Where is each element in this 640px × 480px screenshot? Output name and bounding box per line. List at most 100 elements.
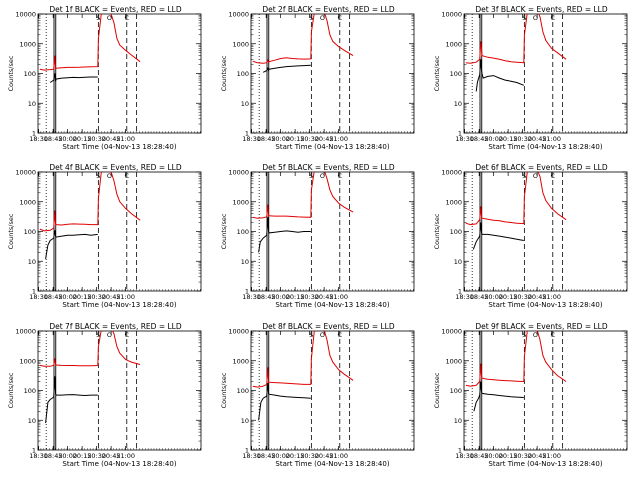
x-tick-label: 21:00 <box>116 452 135 460</box>
x-tick-label: 20:15 <box>499 452 518 460</box>
y-axis-label: Counts/sec <box>433 372 441 408</box>
x-tick-label: 20:00 <box>271 135 290 143</box>
x-tick-label: 20:30 <box>300 452 319 460</box>
detector-panel: Det 4f BLACK = Events, RED = LLD 1 10 100 10… <box>7 163 202 309</box>
y-axis-label: Counts/sec <box>220 372 228 408</box>
x-tick-label: 20:00 <box>58 293 77 301</box>
x-tick-label: 20:45 <box>528 452 547 460</box>
panel-title: Det 5f BLACK = Events, RED = LLD <box>262 163 395 172</box>
x-tick-label: 18:30 <box>455 452 474 460</box>
x-axis-label: Start Time (04-Nov-13 18:28:40) <box>488 301 602 309</box>
lld-series-line <box>252 172 354 219</box>
x-tick-label: 20:30 <box>87 135 106 143</box>
lld-series-line <box>252 331 354 388</box>
plot-frame <box>463 171 628 292</box>
x-tick-label: 20:15 <box>499 135 518 143</box>
detector-panel: Det 3f BLACK = Events, RED = LLD 1 10 100 10… <box>433 5 628 151</box>
x-tick-label: 18:30 <box>29 293 48 301</box>
x-tick-label: 20:15 <box>286 135 305 143</box>
y-tick-label: 10 <box>241 258 249 266</box>
y-tick-label: 10000 <box>441 11 462 19</box>
y-tick-label: 1 <box>32 447 36 455</box>
x-tick-label: 20:45 <box>315 293 334 301</box>
y-axis-label: Counts/sec <box>220 213 228 249</box>
y-tick-label: 1000 <box>19 357 36 365</box>
plot-frame <box>37 13 202 134</box>
marker-label: S <box>522 14 526 22</box>
marker-label: O <box>533 172 538 180</box>
y-tick-label: 100 <box>450 387 462 395</box>
x-tick-label: 20:00 <box>484 135 503 143</box>
plot-frame <box>463 13 628 134</box>
x-tick-label: 20:15 <box>73 293 92 301</box>
y-tick-label: 1 <box>32 130 36 138</box>
marker-label: S <box>96 172 100 180</box>
x-tick-label: 21:00 <box>116 135 135 143</box>
panel-title: Det 6f BLACK = Events, RED = LLD <box>475 163 608 172</box>
lld-series-line <box>465 331 567 387</box>
x-tick-label: 18:30 <box>29 135 48 143</box>
x-tick-label: 20:30 <box>87 452 106 460</box>
marker-label: O <box>320 14 325 22</box>
y-tick-label: 10000 <box>228 169 249 177</box>
events-series-line <box>45 376 98 424</box>
y-tick-label: 1 <box>458 288 462 296</box>
lld-series-line <box>465 172 567 226</box>
x-tick-label: 20:30 <box>300 135 319 143</box>
x-tick-label: 21:00 <box>329 452 348 460</box>
x-axis-label: Start Time (04-Nov-13 18:28:40) <box>275 460 389 468</box>
x-tick-label: 20:30 <box>300 293 319 301</box>
y-tick-label: 10000 <box>15 328 36 336</box>
y-tick-label: 10000 <box>228 328 249 336</box>
events-series-line <box>475 59 524 92</box>
detector-panel: Det 2f BLACK = Events, RED = LLD 1 10 100 10… <box>220 5 415 151</box>
lld-series-line <box>39 331 141 367</box>
panel-title: Det 2f BLACK = Events, RED = LLD <box>262 5 395 14</box>
x-tick-label: 20:45 <box>102 135 121 143</box>
marker-label: C <box>551 331 556 339</box>
marker-label: S <box>309 14 313 22</box>
detector-panel: Det 9f BLACK = Events, RED = LLD 1 10 100 10… <box>433 322 628 468</box>
events-series-line <box>262 64 311 73</box>
marker-label: C <box>338 14 343 22</box>
x-tick-label: 20:00 <box>58 452 77 460</box>
x-tick-label: 20:45 <box>528 135 547 143</box>
x-tick-label: 20:45 <box>315 135 334 143</box>
detector-panel: Det 6f BLACK = Events, RED = LLD 1 10 100 10… <box>433 163 628 309</box>
panel-title: Det 9f BLACK = Events, RED = LLD <box>475 322 608 331</box>
marker-label: O <box>320 172 325 180</box>
y-axis-label: Counts/sec <box>7 213 15 249</box>
marker-label: S <box>522 331 526 339</box>
y-tick-label: 100 <box>24 70 36 78</box>
y-tick-label: 100 <box>24 387 36 395</box>
marker-label: O <box>320 331 325 339</box>
x-tick-label: 20:30 <box>513 452 532 460</box>
x-tick-label: 20:00 <box>484 293 503 301</box>
x-tick-label: 20:15 <box>73 135 92 143</box>
y-tick-label: 1000 <box>19 40 36 48</box>
x-tick-label: 20:00 <box>484 452 503 460</box>
detector-panel: Det 1f BLACK = Events, RED = LLD 1 10 100 10… <box>7 5 202 151</box>
y-tick-label: 100 <box>237 387 249 395</box>
x-tick-label: 18:45 <box>470 135 489 143</box>
x-tick-label: 18:30 <box>29 452 48 460</box>
events-series-line <box>49 73 98 83</box>
x-tick-label: 18:45 <box>257 452 276 460</box>
x-tick-label: 18:30 <box>242 135 261 143</box>
marker-label: C <box>338 331 343 339</box>
plot-frame <box>250 330 415 451</box>
x-tick-label: 20:45 <box>102 293 121 301</box>
y-tick-label: 10 <box>454 417 462 425</box>
x-tick-label: 20:30 <box>513 135 532 143</box>
x-tick-label: 20:15 <box>73 452 92 460</box>
x-tick-label: 21:00 <box>329 293 348 301</box>
x-tick-label: 18:45 <box>44 293 63 301</box>
x-tick-label: 18:45 <box>470 452 489 460</box>
x-tick-label: 18:30 <box>242 452 261 460</box>
y-tick-label: 100 <box>450 228 462 236</box>
x-tick-label: 20:15 <box>499 293 518 301</box>
y-axis-label: Counts/sec <box>7 372 15 408</box>
marker-label: O <box>107 14 112 22</box>
y-tick-label: 1 <box>32 288 36 296</box>
x-tick-label: 18:45 <box>44 135 63 143</box>
